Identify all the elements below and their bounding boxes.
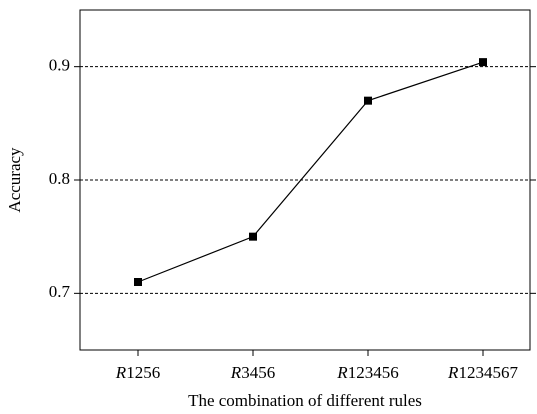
y-axis-label: Accuracy (5, 147, 24, 213)
y-tick-label: 0.8 (49, 169, 70, 188)
y-tick-label: 0.7 (49, 282, 71, 301)
x-tick-label: R3456 (230, 363, 275, 382)
marker (134, 278, 142, 286)
marker (479, 58, 487, 67)
x-axis-label: The combination of different rules (188, 391, 422, 410)
x-tick-label: R1234567 (447, 363, 518, 382)
y-tick-label: 0.9 (49, 56, 70, 75)
line (137, 61, 484, 283)
marker (364, 96, 372, 105)
marker (249, 232, 257, 241)
x-tick-label: R123456 (336, 363, 398, 382)
x-tick-label: R1256 (115, 363, 160, 382)
